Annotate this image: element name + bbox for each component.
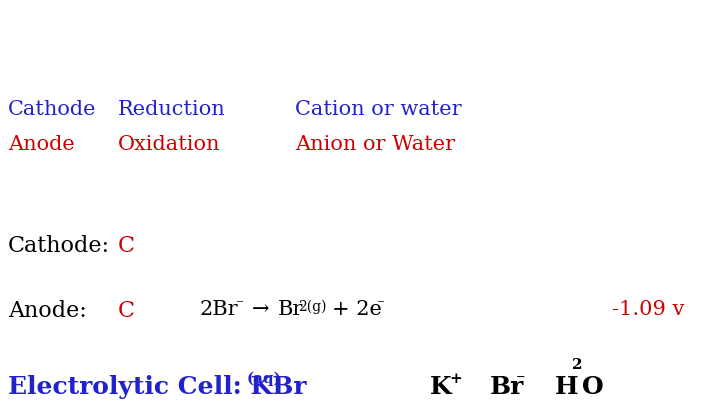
Text: Br: Br [490,375,524,399]
Text: Anion or Water: Anion or Water [295,135,455,154]
Text: -1.09 v: -1.09 v [612,300,685,319]
Text: ⁻: ⁻ [236,299,244,313]
Text: 2: 2 [572,358,582,372]
Text: ⁻: ⁻ [377,299,385,313]
Text: C: C [118,300,135,322]
Text: C: C [118,235,135,257]
Text: 2(g): 2(g) [298,300,326,314]
Text: Anode: Anode [8,135,75,154]
Text: Reduction: Reduction [118,100,226,119]
Text: K: K [430,375,451,399]
Text: Anode:: Anode: [8,300,86,322]
Text: + 2e: + 2e [332,300,382,319]
Text: Oxidation: Oxidation [118,135,220,154]
Text: Cathode:: Cathode: [8,235,110,257]
Text: ⁻: ⁻ [516,372,526,390]
Text: (aq): (aq) [247,372,282,386]
Text: Br: Br [278,300,303,319]
Text: H: H [555,375,579,399]
Text: Cation or water: Cation or water [295,100,462,119]
Text: 2Br: 2Br [200,300,238,319]
Text: →: → [252,300,269,319]
Text: Cathode: Cathode [8,100,96,119]
Text: Electrolytic Cell: KBr: Electrolytic Cell: KBr [8,375,307,399]
Text: +: + [449,372,462,386]
Text: O: O [582,375,604,399]
